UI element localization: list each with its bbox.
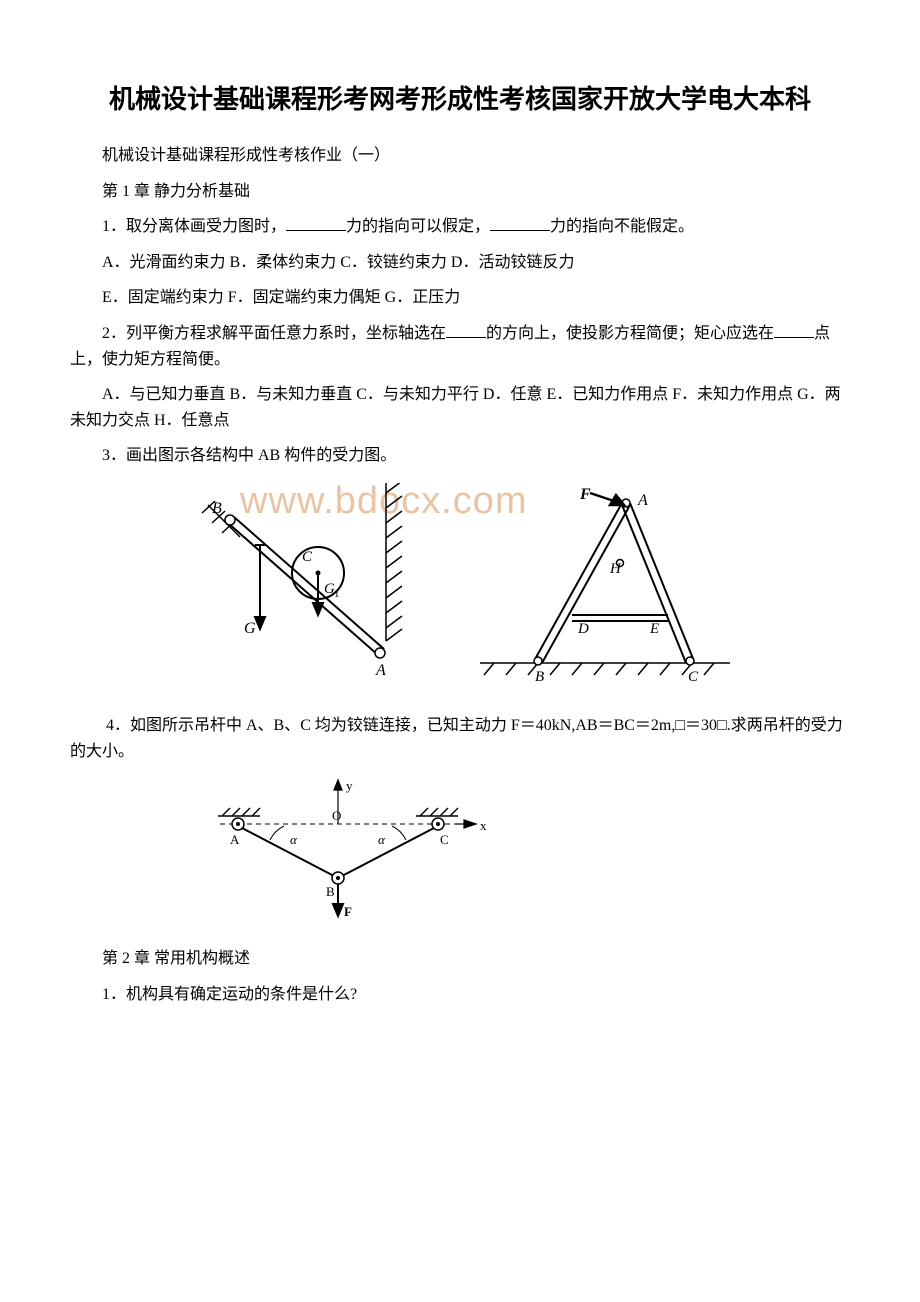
q1-blank2 xyxy=(490,215,550,231)
label-G: G xyxy=(244,620,256,637)
diagram-left: B C G 1 G A xyxy=(180,483,420,683)
q3-diagrams: B C G 1 G A xyxy=(70,483,850,683)
diagram-right: F A H D E B C xyxy=(460,483,740,683)
label-H: H xyxy=(609,561,622,577)
label-A3: A xyxy=(230,832,240,847)
q1-text: 1．取分离体画受力图时， 力的指向可以假定， 力的指向不能假定。 xyxy=(70,214,850,240)
label-C2: C xyxy=(688,669,699,683)
label-D: D xyxy=(577,621,589,637)
label-F2: F xyxy=(344,904,352,919)
page-title: 机械设计基础课程形考网考形成性考核国家开放大学电大本科 xyxy=(70,80,850,119)
label-E: E xyxy=(649,621,659,637)
q2-options: A．与已知力垂直 B．与未知力垂直 C．与未知力平行 D．任意 E．已知力作用点… xyxy=(70,382,850,433)
q1-options-b: E．固定端约束力 F．固定端约束力偶矩 G．正压力 xyxy=(70,285,850,311)
q2-mid: 的方向上，使投影方程简便；矩心应选在 xyxy=(486,325,774,342)
label-A2: A xyxy=(637,492,648,509)
q1-blank1 xyxy=(286,215,346,231)
q1-options-a: A．光滑面约束力 B．柔体约束力 C．铰链约束力 D．活动铰链反力 xyxy=(70,250,850,276)
label-C3: C xyxy=(440,832,449,847)
chapter2-heading: 第 2 章 常用机构概述 xyxy=(70,946,850,972)
q3-text: 3．画出图示各结构中 AB 构件的受力图。 xyxy=(70,443,850,469)
q1-post: 力的指向不能假定。 xyxy=(550,218,694,235)
label-alpha2: α xyxy=(378,832,386,847)
q1-mid: 力的指向可以假定， xyxy=(346,218,490,235)
label-B: B xyxy=(212,500,222,517)
label-A: A xyxy=(375,662,386,679)
diagram-q4: y x xyxy=(190,776,490,926)
q4-diagram-wrap: y x xyxy=(70,776,850,926)
label-alpha1: α xyxy=(290,832,298,847)
q4-text: 4．如图所示吊杆中 A、B、C 均为铰链连接，已知主动力 F＝40kN,AB＝B… xyxy=(70,713,850,764)
label-O: O xyxy=(332,808,341,823)
label-x: x xyxy=(480,818,487,833)
label-B3: B xyxy=(326,884,335,899)
ch2-q1: 1．机构具有确定运动的条件是什么? xyxy=(70,982,850,1008)
q2-blank2 xyxy=(774,322,814,338)
q2-pre: 2．列平衡方程求解平面任意力系时，坐标轴选在 xyxy=(102,325,446,342)
svg-text:1: 1 xyxy=(334,588,340,600)
subtitle: 机械设计基础课程形成性考核作业（一） xyxy=(70,143,850,169)
label-C: C xyxy=(302,549,313,565)
label-F: F xyxy=(579,486,591,503)
q1-pre: 1．取分离体画受力图时， xyxy=(102,218,286,235)
q2-text: 2．列平衡方程求解平面任意力系时，坐标轴选在 的方向上，使投影方程简便；矩心应选在… xyxy=(70,321,850,372)
chapter1-heading: 第 1 章 静力分析基础 xyxy=(70,179,850,205)
label-y: y xyxy=(346,778,353,793)
label-B2: B xyxy=(535,669,544,683)
q2-blank1 xyxy=(446,322,486,338)
